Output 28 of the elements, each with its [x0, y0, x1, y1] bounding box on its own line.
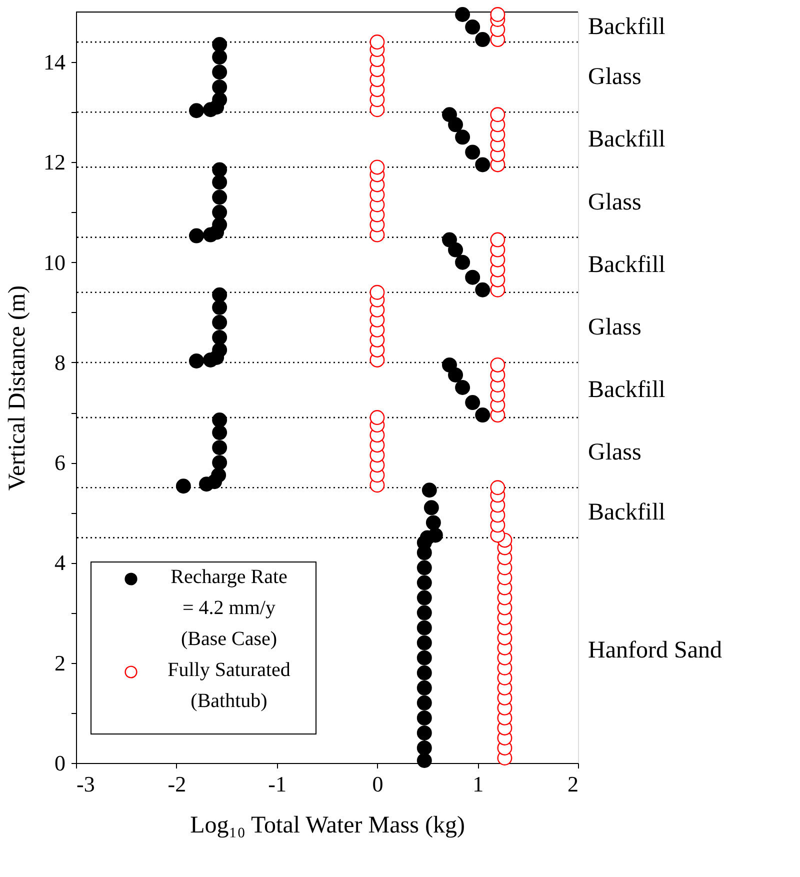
text: Glass — [588, 189, 642, 216]
y-tick-label: 4 — [54, 550, 66, 576]
y-tick-label: 6 — [54, 450, 66, 476]
text: Glass — [588, 314, 642, 340]
y-tick-label: 12 — [44, 150, 66, 175]
text: Backfill — [588, 252, 666, 278]
legend-label: Fully Saturated (Bathtub) — [168, 659, 290, 712]
text: Backfill — [588, 377, 666, 404]
x-tick-label: -2 — [168, 772, 186, 796]
y-tick-label: 0 — [54, 750, 66, 776]
text: Backfill — [588, 126, 666, 153]
x-tick-label: -1 — [268, 772, 286, 796]
y-tick-label: 10 — [44, 250, 66, 275]
x-tick-label: 0 — [372, 772, 384, 796]
text: Backfill — [588, 500, 666, 526]
y-axis-title: Vertical Distance (m) — [4, 285, 30, 491]
x-tick-label: -3 — [76, 772, 95, 796]
text: Hanford Sand — [588, 637, 722, 664]
text: Glass — [588, 440, 642, 466]
y-tick-label: 2 — [54, 650, 66, 676]
x-tick-label: 2 — [568, 772, 578, 796]
text: Glass — [588, 64, 642, 90]
x-axis-title: Log₁₀ Total Water Mass (kg) — [190, 812, 465, 838]
x-tick-label: 1 — [472, 772, 484, 796]
text: Backfill — [588, 14, 666, 40]
y-tick-label: 8 — [54, 350, 66, 375]
y-tick-label: 14 — [44, 50, 66, 75]
legend-label: Recharge Rate = 4.2 mm/y (Base Case) — [170, 566, 288, 650]
